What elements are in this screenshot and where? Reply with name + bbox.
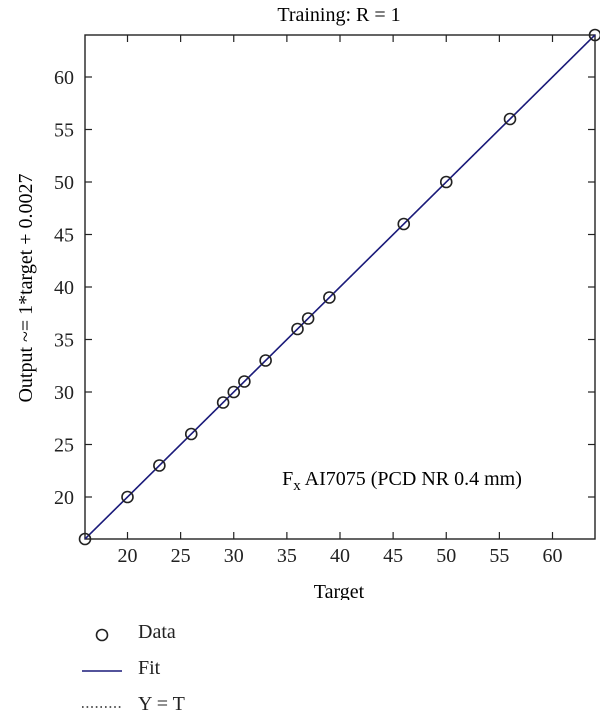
- y-tick-label: 40: [54, 277, 74, 299]
- legend-item-fit: Fit: [82, 654, 342, 690]
- x-tick-label: 25: [171, 545, 191, 567]
- data-point: [439, 175, 453, 189]
- legend-label-y-equals-t: Y = T: [138, 693, 185, 715]
- legend-label-data: Data: [138, 621, 176, 643]
- y-tick-label: 60: [54, 67, 74, 89]
- circle-marker-icon: [95, 628, 109, 642]
- solid-line-icon: [82, 670, 122, 672]
- y-tick-label: 55: [54, 120, 74, 142]
- x-tick-label: 50: [436, 545, 456, 567]
- data-point: [238, 375, 251, 388]
- data-point: [78, 532, 92, 546]
- x-tick-label: 60: [543, 545, 563, 567]
- data-point: [216, 396, 230, 409]
- data-point: [227, 385, 241, 399]
- legend-item-data: Data: [82, 618, 342, 654]
- x-tick-label: 40: [330, 545, 350, 567]
- x-tick-label: 30: [224, 545, 244, 567]
- x-tick-label: 55: [489, 545, 509, 567]
- x-tick-label: 45: [383, 545, 403, 567]
- x-axis-label: Target: [314, 581, 365, 600]
- chart-title: Training: R = 1: [277, 4, 400, 26]
- x-tick-label: 20: [118, 545, 138, 567]
- data-point: [503, 112, 517, 126]
- y-tick-label: 25: [54, 435, 74, 457]
- legend: Data Fit Y = T: [82, 618, 342, 726]
- legend-label-fit: Fit: [138, 657, 161, 679]
- y-tick-label: 20: [54, 487, 74, 509]
- annotation-text: Fx AI7075 (PCD NR 0.4 mm): [282, 468, 522, 494]
- y-tick-label: 50: [54, 172, 74, 194]
- x-tick-label: 35: [277, 545, 297, 567]
- data-point: [323, 291, 336, 304]
- annotation-main: F: [282, 468, 293, 490]
- data-point: [588, 28, 600, 42]
- annotation-subscript: x: [293, 478, 301, 494]
- y-tick-label: 30: [54, 382, 74, 404]
- data-point: [121, 490, 134, 504]
- y-tick-label: 35: [54, 330, 74, 352]
- dotted-line-icon: [82, 706, 122, 708]
- data-point: [397, 217, 411, 231]
- data-point: [301, 312, 315, 325]
- legend-item-y-equals-t: Y = T: [82, 690, 342, 726]
- data-point: [291, 322, 304, 336]
- regression-chart: 20 25 30 35 40 45 50 55 60 20 25 30 35 40 45 50 55 60 Tra…: [15, 4, 600, 600]
- data-point: [259, 354, 272, 367]
- data-point: [184, 427, 198, 441]
- y-axis-label: Output ~= 1*target + 0.0027: [15, 173, 37, 402]
- plot-area: 20 25 30 35 40 45 50 55 60 20 25 30 35 40 45 50 55 60: [54, 28, 600, 567]
- data-point: [153, 459, 166, 472]
- y-tick-label: 45: [54, 225, 74, 247]
- fit-line: [84, 34, 596, 540]
- annotation-rest: AI7075 (PCD NR 0.4 mm): [301, 468, 522, 490]
